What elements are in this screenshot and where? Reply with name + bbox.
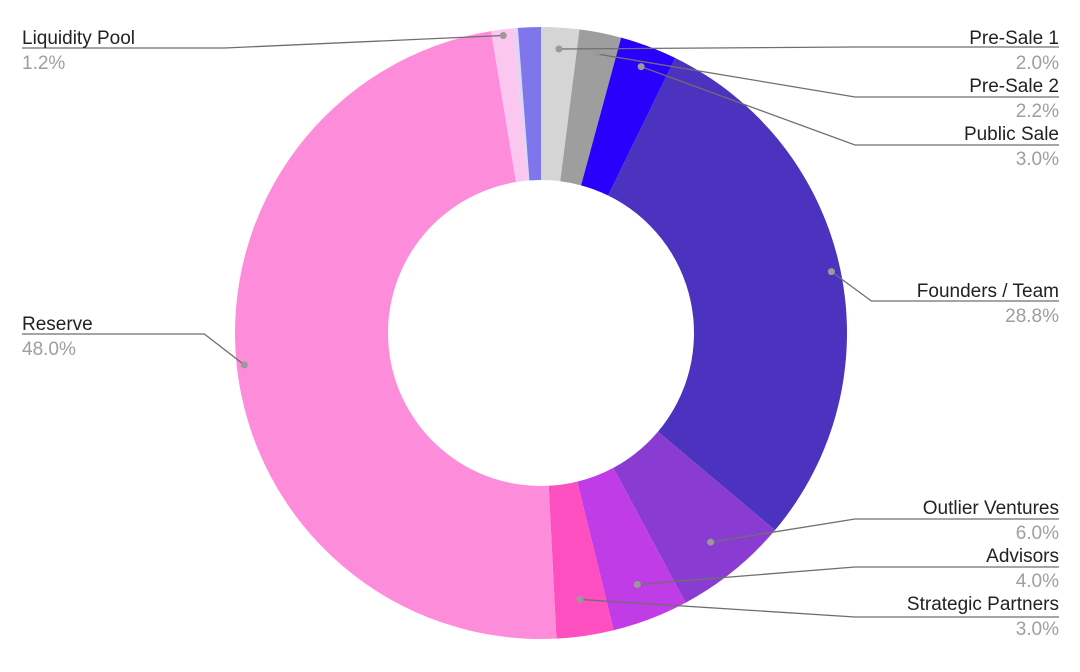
slice-label-liquidity-pool: Liquidity Pool	[22, 28, 135, 49]
slice-value-founders-team: 28.8%	[1005, 306, 1059, 327]
slice-label-reserve: Reserve	[22, 314, 93, 335]
slice-value-liquidity-pool: 1.2%	[22, 53, 65, 74]
leader-dot-strategic-partners	[576, 595, 584, 603]
slice-value-reserve: 48.0%	[22, 339, 76, 360]
donut-slices	[234, 27, 848, 640]
slice-value-pre-sale-1: 2.0%	[1016, 53, 1059, 74]
leader-dot-liquidity-pool	[499, 32, 507, 40]
slice-value-advisors: 4.0%	[1016, 571, 1059, 592]
slice-unlabeled-10	[517, 27, 541, 181]
slice-label-founders-team: Founders / Team	[917, 281, 1059, 302]
slice-strategic-partners	[548, 481, 614, 639]
leader-line-advisors	[637, 566, 1059, 586]
leader-dot-advisors	[633, 580, 641, 588]
leader-line-liquidity-pool	[22, 34, 504, 49]
leader-dot-pre-sale-1	[555, 45, 563, 53]
leader-line-outlier-ventures	[710, 518, 1059, 543]
slice-value-outlier-ventures: 6.0%	[1016, 523, 1059, 544]
leader-dot-reserve	[240, 361, 248, 369]
slice-value-strategic-partners: 3.0%	[1016, 619, 1059, 640]
leader-dot-pre-sale-2	[592, 50, 600, 58]
slice-label-pre-sale-2: Pre-Sale 2	[969, 76, 1059, 97]
slice-public-sale	[581, 37, 676, 196]
slice-value-pre-sale-2: 2.2%	[1016, 101, 1059, 122]
leader-dot-founders-team	[827, 268, 835, 276]
slice-advisors	[577, 467, 686, 631]
slice-label-advisors: Advisors	[986, 546, 1059, 567]
slice-label-strategic-partners: Strategic Partners	[907, 594, 1059, 615]
leader-line-founders-team	[831, 271, 1059, 302]
leader-line-reserve	[22, 333, 245, 366]
leader-line-pre-sale-1	[558, 46, 1059, 50]
slice-label-pre-sale-1: Pre-Sale 1	[969, 28, 1059, 49]
leader-line-pre-sale-2	[596, 53, 1059, 98]
slice-founders-team	[608, 58, 848, 531]
slice-pre-sale-1	[541, 27, 580, 182]
slice-unlabeled-9	[514, 27, 530, 181]
leader-lines	[22, 32, 1059, 618]
slice-outlier-ventures	[613, 431, 775, 603]
leader-line-public-sale	[640, 66, 1059, 146]
slice-pre-sale-2	[560, 29, 622, 186]
slice-label-public-sale: Public Sale	[964, 124, 1059, 145]
leader-dot-public-sale	[637, 63, 645, 71]
leader-dot-outlier-ventures	[707, 538, 715, 546]
leader-line-strategic-partners	[579, 598, 1059, 618]
slice-label-outlier-ventures: Outlier Ventures	[923, 498, 1059, 519]
slice-labels: Pre-Sale 1 2.0%Pre-Sale 2 2.2%Public Sale 3…	[22, 28, 1059, 640]
slice-liquidity-pool	[491, 28, 528, 183]
slice-reserve	[234, 31, 557, 640]
slice-value-public-sale: 3.0%	[1016, 149, 1059, 170]
